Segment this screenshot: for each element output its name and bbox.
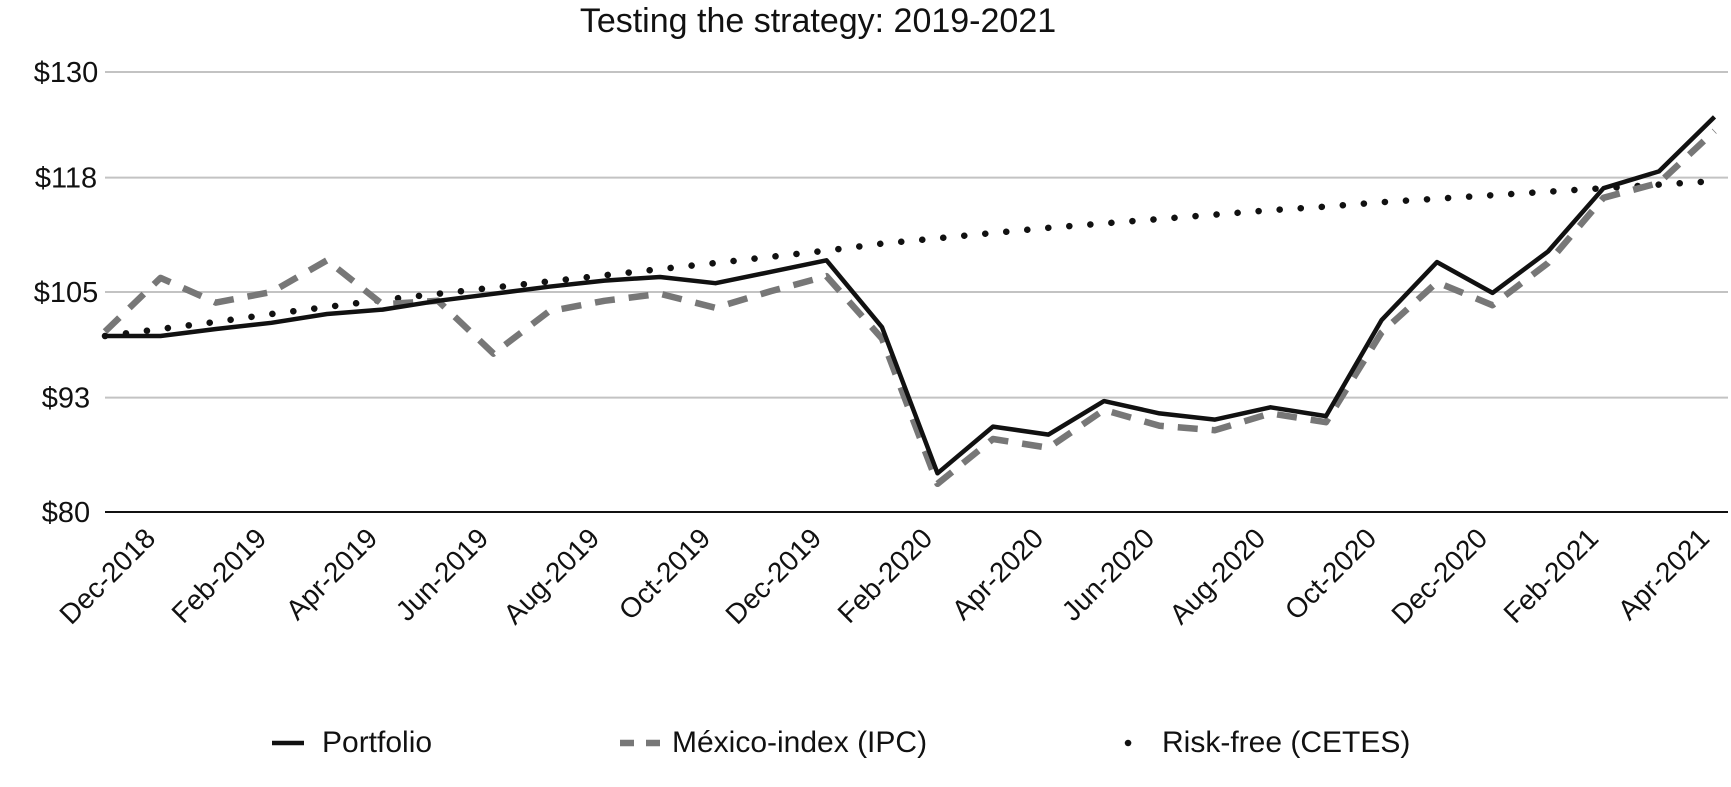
x-tick-label: Dec-2020 bbox=[1385, 522, 1493, 630]
x-tick-label: Apr-2020 bbox=[946, 522, 1049, 625]
x-tick-label: Oct-2019 bbox=[613, 522, 716, 625]
series-line-dashed bbox=[102, 128, 1717, 488]
legend-item-solid: Portfolio bbox=[272, 726, 432, 759]
gridlines bbox=[105, 71, 1728, 399]
x-tick-label: Aug-2020 bbox=[1163, 522, 1271, 630]
y-tick-label: $80 bbox=[42, 497, 90, 529]
legend-label: México-index (IPC) bbox=[672, 726, 927, 759]
x-axis-ticks: Dec-2018 Feb-2019 Apr-2019 Jun-2019 Aug-2019… bbox=[53, 522, 1715, 630]
legend-label: Risk-free (CETES) bbox=[1162, 726, 1410, 759]
y-tick-label: $93 bbox=[42, 383, 90, 415]
series-line-solid bbox=[105, 115, 1717, 476]
x-tick-label: Oct-2020 bbox=[1279, 522, 1382, 625]
y-axis-ticks: $80 $93 $105 $118 $130 bbox=[34, 57, 99, 529]
x-tick-label: Apr-2019 bbox=[280, 522, 383, 625]
x-tick-label: Dec-2018 bbox=[53, 522, 161, 630]
legend: Portfolio México-index (IPC) Risk-free (CE… bbox=[272, 726, 1410, 759]
x-tick-label: Feb-2021 bbox=[1498, 522, 1605, 629]
chart-title: Testing the strategy: 2019-2021 bbox=[580, 2, 1056, 40]
x-tick-label: Apr-2021 bbox=[1612, 522, 1715, 625]
y-tick-label: $105 bbox=[34, 277, 99, 309]
x-tick-label: Feb-2019 bbox=[166, 522, 273, 629]
legend-item-dotted: Risk-free (CETES) bbox=[1124, 726, 1410, 759]
legend-item-dashed: México-index (IPC) bbox=[620, 726, 927, 759]
x-tick-label: Aug-2019 bbox=[497, 522, 605, 630]
plot-series bbox=[101, 115, 1718, 488]
legend-label: Portfolio bbox=[322, 726, 432, 759]
series-line-dotted bbox=[101, 177, 1718, 340]
x-tick-label: Feb-2020 bbox=[832, 522, 939, 629]
y-tick-label: $130 bbox=[34, 57, 99, 89]
x-tick-label: Jun-2019 bbox=[390, 522, 494, 626]
x-tick-label: Dec-2019 bbox=[719, 522, 827, 630]
x-tick-label: Jun-2020 bbox=[1056, 522, 1160, 626]
y-tick-label: $118 bbox=[35, 163, 97, 195]
